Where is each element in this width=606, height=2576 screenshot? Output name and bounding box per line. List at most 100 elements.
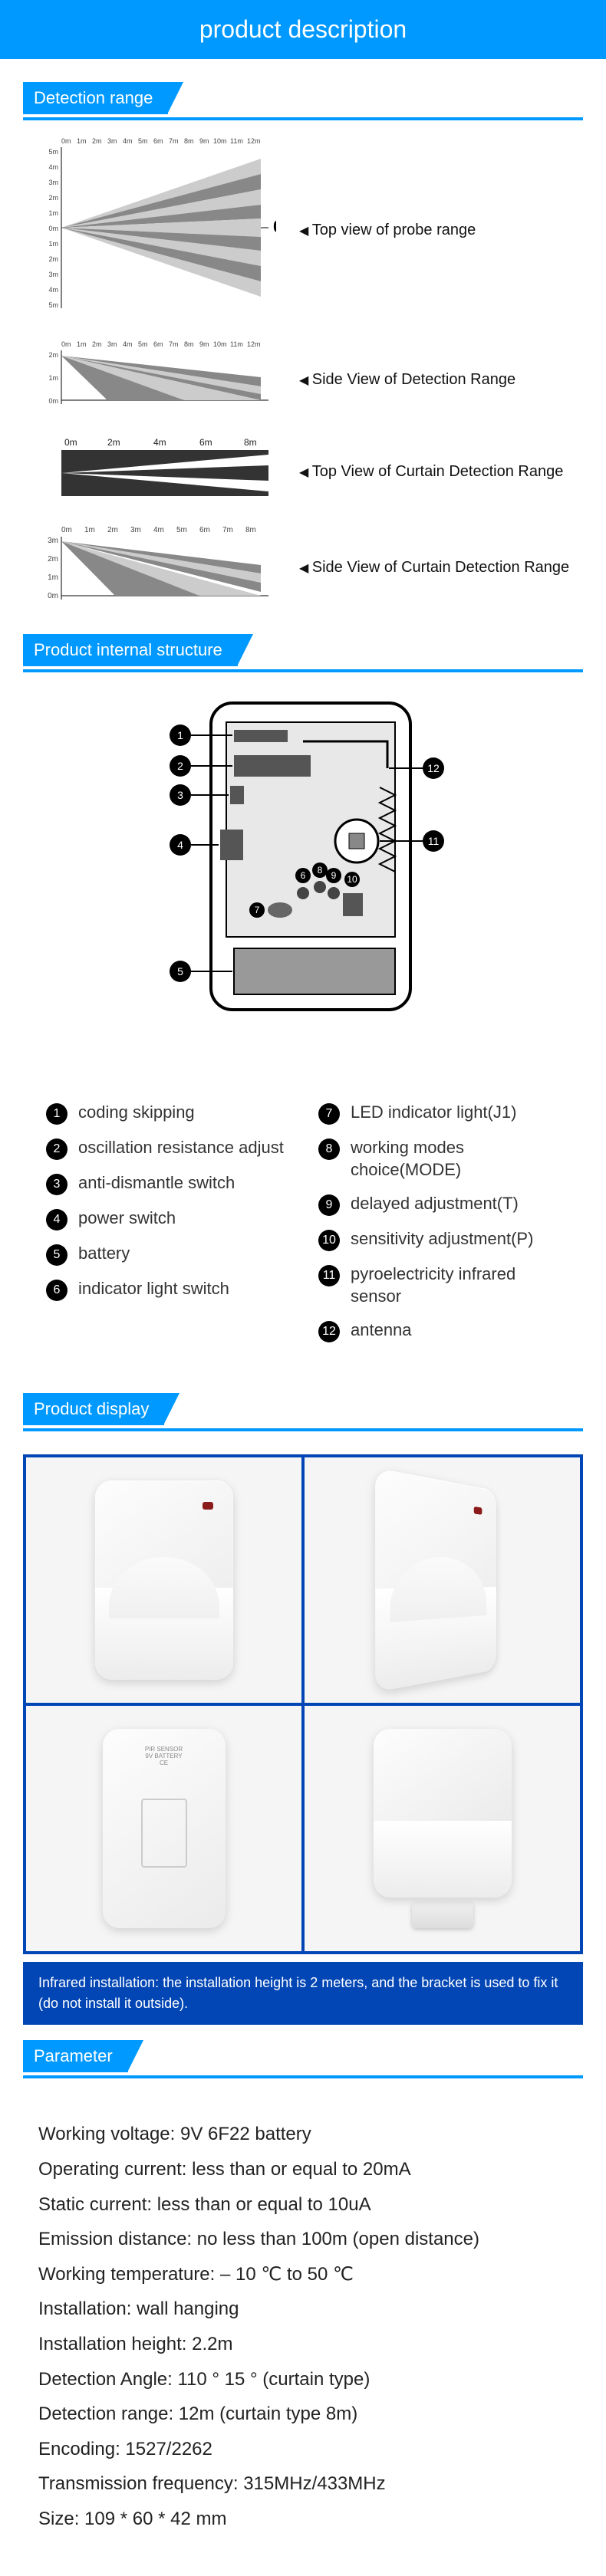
svg-text:2m: 2m <box>48 351 58 359</box>
param-row: Detection Angle: 110 ° 15 ° (curtain typ… <box>38 2362 568 2397</box>
svg-text:10m: 10m <box>213 340 227 348</box>
svg-text:4m: 4m <box>48 163 58 171</box>
legend-item: 11pyroelectricity infrared sensor <box>318 1263 560 1307</box>
svg-text:1: 1 <box>177 729 183 741</box>
legend-num: 4 <box>46 1209 68 1230</box>
svg-text:4m: 4m <box>153 437 166 448</box>
svg-text:2m: 2m <box>92 340 102 348</box>
curtain-top-caption: Top View of Curtain Detection Range <box>299 462 563 481</box>
legend-text: anti-dismantle switch <box>78 1172 235 1194</box>
svg-text:5m: 5m <box>48 301 58 309</box>
svg-text:11m: 11m <box>230 137 243 145</box>
section-underline <box>23 669 583 672</box>
svg-text:1m: 1m <box>77 137 87 145</box>
section-parameter: Parameter <box>23 2040 583 2078</box>
legend-text: pyroelectricity infrared sensor <box>351 1263 560 1307</box>
param-row: Size: 109 * 60 * 42 mm <box>38 2502 568 2537</box>
svg-text:12m: 12m <box>247 137 261 145</box>
svg-text:8m: 8m <box>245 526 256 534</box>
legend-text: indicator light switch <box>78 1278 229 1300</box>
legend-text: delayed adjustment(T) <box>351 1193 519 1215</box>
section-label: Product display <box>23 1393 164 1425</box>
svg-text:0m: 0m <box>61 340 71 348</box>
legend-item: 12 antenna <box>318 1319 560 1342</box>
legend-num: 3 <box>46 1174 68 1195</box>
param-row: Transmission frequency: 315MHz/433MHz <box>38 2466 568 2502</box>
svg-text:6: 6 <box>301 870 306 881</box>
legend-col-1: 1 coding skipping 2oscillation resistance… <box>46 1102 288 1355</box>
legend-text: coding skipping <box>78 1102 195 1124</box>
diagram-row-curtain-side: 0m1m2m 3m4m5m 6m7m8m 3m2m1m0m Side View … <box>23 523 583 611</box>
svg-text:6m: 6m <box>199 437 212 448</box>
display-note: Infrared installation: the installation … <box>23 1962 583 2025</box>
param-row: Operating current: less than or equal to… <box>38 2152 568 2187</box>
svg-text:10: 10 <box>347 874 357 885</box>
svg-text:2m: 2m <box>48 194 58 202</box>
section-underline <box>23 117 583 120</box>
svg-text:3m: 3m <box>48 271 58 278</box>
svg-text:0m: 0m <box>61 526 72 534</box>
probe-side-diagram: 0m1m2m 3m4m5m 6m7m8m 9m10m11m 12m 2m1m0m <box>46 339 276 419</box>
svg-text:5m: 5m <box>176 526 187 534</box>
svg-text:2m: 2m <box>48 555 58 564</box>
internal-diagram: 1 2 3 4 5 12 11 <box>23 695 583 1063</box>
svg-text:5: 5 <box>177 965 183 978</box>
section-product-display: Product display <box>23 1393 583 1431</box>
svg-text:11m: 11m <box>230 340 243 348</box>
svg-text:7m: 7m <box>169 137 179 145</box>
legend-item: 5battery <box>46 1243 288 1266</box>
legend-num: 5 <box>46 1244 68 1266</box>
svg-text:3m: 3m <box>48 537 58 545</box>
legend-text: sensitivity adjustment(P) <box>351 1228 533 1250</box>
legend-item: 1 coding skipping <box>46 1102 288 1125</box>
svg-text:0m: 0m <box>64 437 77 448</box>
svg-text:1m: 1m <box>48 374 58 382</box>
param-row: Encoding: 1527/2262 <box>38 2432 568 2467</box>
legend-num: 1 <box>46 1103 68 1125</box>
svg-text:5m: 5m <box>48 148 58 156</box>
legend-col-2: 7LED indicator light(J1) 8working modes … <box>318 1102 560 1355</box>
svg-text:4m: 4m <box>123 340 133 348</box>
svg-text:3: 3 <box>177 789 183 801</box>
curtain-side-caption: Side View of Curtain Detection Range <box>299 557 569 577</box>
internal-legend: 1 coding skipping 2oscillation resistance… <box>23 1086 583 1370</box>
param-row: Installation height: 2.2m <box>38 2327 568 2362</box>
svg-text:8: 8 <box>318 865 323 876</box>
legend-num: 10 <box>318 1230 340 1251</box>
svg-text:6m: 6m <box>199 526 210 534</box>
legend-text: LED indicator light(J1) <box>351 1102 516 1124</box>
section-detection-range: Detection range <box>23 82 583 120</box>
param-row: Detection range: 12m (curtain type 8m) <box>38 2397 568 2432</box>
product-display-grid: PIR SENSOR9V BATTERYCE <box>23 1454 583 1954</box>
svg-text:8m: 8m <box>184 340 194 348</box>
legend-item: 10 sensitivity adjustment(P) <box>318 1228 560 1251</box>
legend-item: 9 delayed adjustment(T) <box>318 1193 560 1216</box>
svg-text:3m: 3m <box>130 526 141 534</box>
product-photo-back: PIR SENSOR9V BATTERYCE <box>26 1706 301 1951</box>
svg-text:1m: 1m <box>48 240 58 248</box>
legend-text: antenna <box>351 1319 412 1342</box>
svg-text:1m: 1m <box>48 573 58 582</box>
svg-text:0m: 0m <box>48 592 58 600</box>
legend-num: 12 <box>318 1321 340 1342</box>
product-photo-front <box>26 1457 301 1703</box>
svg-text:12: 12 <box>427 762 440 774</box>
svg-text:6m: 6m <box>153 137 163 145</box>
svg-text:9m: 9m <box>199 137 209 145</box>
diagram-row-curtain-top: 0m2m4m 6m8m Top View of Curtain Detectio… <box>23 435 583 508</box>
svg-text:0: 0 <box>273 217 276 236</box>
curtain-side-diagram: 0m1m2m 3m4m5m 6m7m8m 3m2m1m0m <box>46 523 276 611</box>
svg-text:0m: 0m <box>48 397 58 405</box>
svg-text:2: 2 <box>177 760 183 772</box>
legend-num: 9 <box>318 1194 340 1216</box>
probe-top-caption: Top view of probe range <box>299 220 476 240</box>
svg-text:2m: 2m <box>92 137 102 145</box>
svg-text:3m: 3m <box>48 179 58 186</box>
svg-text:6m: 6m <box>153 340 163 348</box>
svg-text:2m: 2m <box>48 255 58 263</box>
legend-item: 2oscillation resistance adjust <box>46 1137 288 1160</box>
svg-text:4: 4 <box>177 839 183 851</box>
svg-text:12m: 12m <box>247 340 261 348</box>
svg-text:1m: 1m <box>77 340 87 348</box>
svg-text:2m: 2m <box>107 526 118 534</box>
